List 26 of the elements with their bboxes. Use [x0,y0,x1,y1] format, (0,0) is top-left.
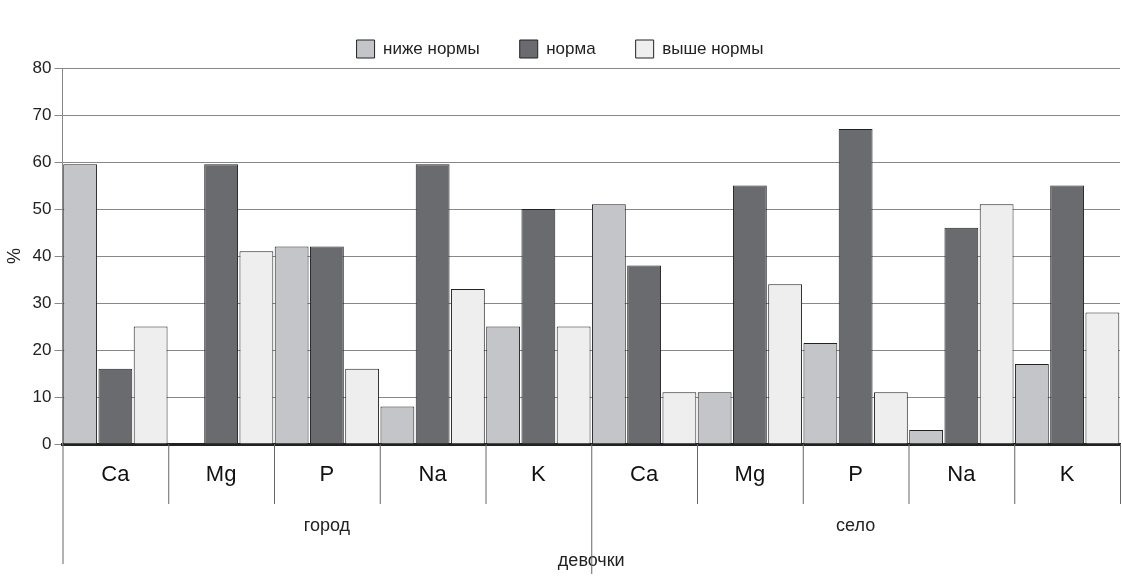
x-tick-label: K [531,461,547,487]
x-tick-label: Ca [630,461,659,487]
x-tick-label: Na [418,461,448,487]
x-tick-label: P [319,461,335,487]
x-tick-label: P [848,461,863,487]
y-tick-label: 30 [32,292,52,312]
y-tick-label: 60 [32,151,52,171]
x-tick-label: K [1059,461,1075,487]
x-axis-title: девочки [557,550,625,571]
y-tick-label: 10 [32,386,52,406]
x-tick-label: Mg [734,461,766,487]
y-tick-label: 80 [32,57,52,77]
y-tick-label: 70 [32,104,52,124]
legend-label: выше нормы [662,38,764,58]
legend-label: норма [546,38,597,58]
x-tick-label: Mg [205,461,237,487]
x-tick-label: Na [947,461,977,487]
y-tick-label: 20 [32,339,52,359]
y-tick-label: 40 [32,245,52,265]
y-tick-label: 50 [32,198,52,218]
y-tick-label: 0 [42,433,52,453]
text: село [836,514,876,535]
x-tick-label: Ca [101,461,131,487]
y-axis-title: % [3,247,24,265]
legend-label: ниже нормы [383,38,480,58]
text: город [303,514,351,535]
